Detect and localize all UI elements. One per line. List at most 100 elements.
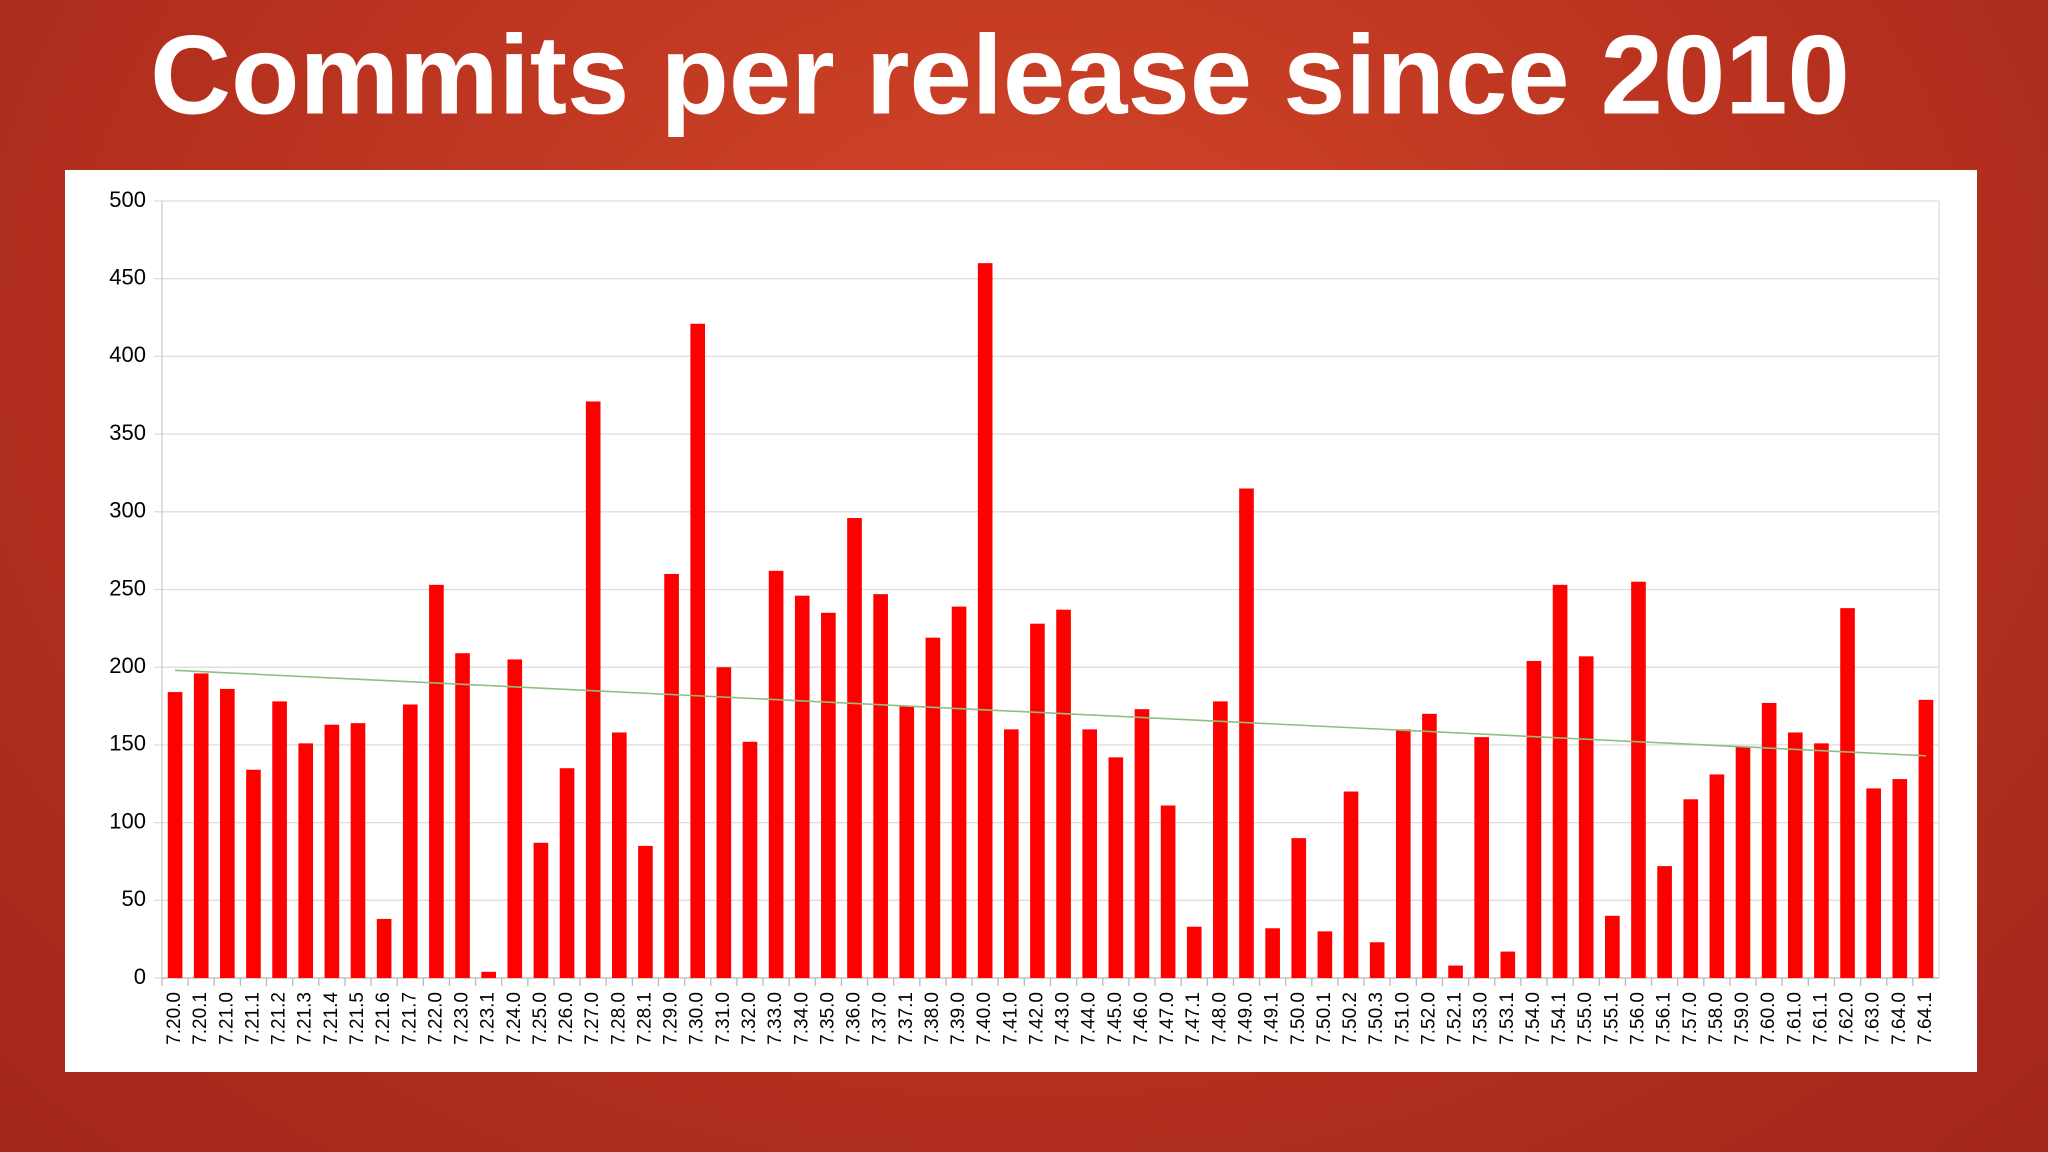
x-tick-label: 7.61.1 (1810, 992, 1831, 1045)
x-tick-label: 7.57.0 (1680, 992, 1701, 1045)
trend-line (175, 669, 1926, 757)
x-tick-label: 7.33.0 (765, 992, 786, 1045)
x-tick-label: 7.31.0 (713, 992, 734, 1045)
bar (559, 768, 575, 978)
x-tick-label: 7.53.1 (1497, 992, 1518, 1045)
x-tick-label: 7.52.0 (1418, 992, 1439, 1045)
x-tick-label: 7.20.0 (164, 992, 185, 1045)
bar (1552, 584, 1568, 978)
bar (1056, 609, 1071, 978)
bar (925, 637, 941, 978)
y-tick-label: 250 (109, 575, 146, 600)
x-tick-label: 7.21.5 (347, 992, 368, 1045)
x-tick-label: 7.34.0 (791, 992, 812, 1045)
bar (977, 263, 993, 978)
x-tick-label: 7.28.0 (608, 992, 629, 1045)
bar (821, 612, 836, 978)
bar (1657, 866, 1672, 978)
x-tick-label: 7.47.0 (1157, 992, 1178, 1045)
x-tick-label: 7.44.0 (1079, 992, 1100, 1045)
bar (1735, 746, 1751, 978)
x-tick-label: 7.59.0 (1732, 992, 1753, 1045)
y-tick-label: 0 (134, 964, 146, 989)
x-tick-label: 7.39.0 (948, 992, 969, 1045)
y-tick-label: 50 (122, 886, 146, 911)
bar (1291, 838, 1307, 978)
bar (376, 918, 392, 978)
bar (742, 741, 758, 978)
bar (1918, 699, 1934, 978)
bar (638, 845, 653, 978)
bar (1500, 951, 1516, 978)
x-tick-label: 7.25.0 (530, 992, 551, 1045)
x-tick-label: 7.55.0 (1575, 992, 1596, 1045)
x-tick-label: 7.23.0 (452, 992, 473, 1045)
bar (1448, 965, 1463, 978)
y-tick-label: 400 (109, 342, 146, 367)
x-tick-label: 7.46.0 (1131, 992, 1152, 1045)
bar (690, 323, 706, 978)
bar (455, 653, 470, 978)
bar (1239, 488, 1254, 978)
bar (1787, 732, 1803, 978)
bar (611, 732, 627, 978)
x-tick-label: 7.50.1 (1314, 992, 1335, 1045)
x-tick-label: 7.28.1 (634, 992, 655, 1045)
bar (1160, 805, 1176, 978)
bar (1317, 931, 1333, 978)
x-tick-label: 7.24.0 (504, 992, 525, 1045)
bar (873, 594, 888, 978)
x-tick-label: 7.56.1 (1654, 992, 1675, 1045)
x-tick-label: 7.50.3 (1366, 992, 1387, 1045)
x-tick-label: 7.26.0 (556, 992, 577, 1045)
bar (1003, 729, 1019, 978)
x-tick-label: 7.52.1 (1445, 992, 1466, 1045)
bar (1343, 791, 1359, 978)
x-tick-label: 7.45.0 (1105, 992, 1126, 1045)
bar (1631, 581, 1646, 978)
bar (481, 971, 496, 978)
x-tick-label: 7.54.0 (1523, 992, 1544, 1045)
x-tick-label: 7.63.0 (1863, 992, 1884, 1045)
y-tick-label: 450 (109, 265, 146, 290)
bar (585, 401, 601, 978)
x-tick-label: 7.58.0 (1706, 992, 1727, 1045)
bar (533, 842, 549, 978)
bar (246, 769, 261, 978)
x-tick-label: 7.37.0 (870, 992, 891, 1045)
x-tick-label: 7.64.0 (1889, 992, 1910, 1045)
bar (899, 706, 915, 978)
x-tick-label: 7.37.1 (896, 992, 917, 1045)
y-tick-label: 200 (109, 653, 146, 678)
x-tick-label: 7.21.3 (295, 992, 316, 1045)
bar (1395, 729, 1411, 978)
bar (1605, 915, 1620, 978)
bar (1134, 709, 1150, 978)
x-tick-label: 7.20.1 (190, 992, 211, 1045)
x-tick-label: 7.42.0 (1026, 992, 1047, 1045)
bar (193, 673, 209, 978)
bar (350, 723, 366, 978)
x-tick-label: 7.49.0 (1236, 992, 1257, 1045)
x-tick-label: 7.47.1 (1183, 992, 1204, 1045)
x-tick-label: 7.53.0 (1471, 992, 1492, 1045)
bar (664, 573, 679, 978)
x-tick-label: 7.62.0 (1837, 992, 1858, 1045)
bar (1892, 779, 1908, 978)
x-tick-label: 7.61.0 (1784, 992, 1805, 1045)
x-tick-label: 7.22.0 (425, 992, 446, 1045)
bar (1761, 702, 1777, 978)
x-tick-label: 7.51.0 (1392, 992, 1413, 1045)
x-tick-label: 7.35.0 (817, 992, 838, 1045)
y-tick-label: 350 (109, 420, 146, 445)
bar (1213, 701, 1228, 978)
bar (1265, 928, 1280, 978)
x-tick-label: 7.54.1 (1549, 992, 1570, 1045)
x-tick-label: 7.55.1 (1601, 992, 1622, 1045)
bar (1683, 799, 1699, 978)
bar (768, 570, 784, 978)
bar (1840, 608, 1855, 978)
x-tick-label: 7.30.0 (687, 992, 708, 1045)
y-tick-label: 150 (109, 731, 146, 756)
